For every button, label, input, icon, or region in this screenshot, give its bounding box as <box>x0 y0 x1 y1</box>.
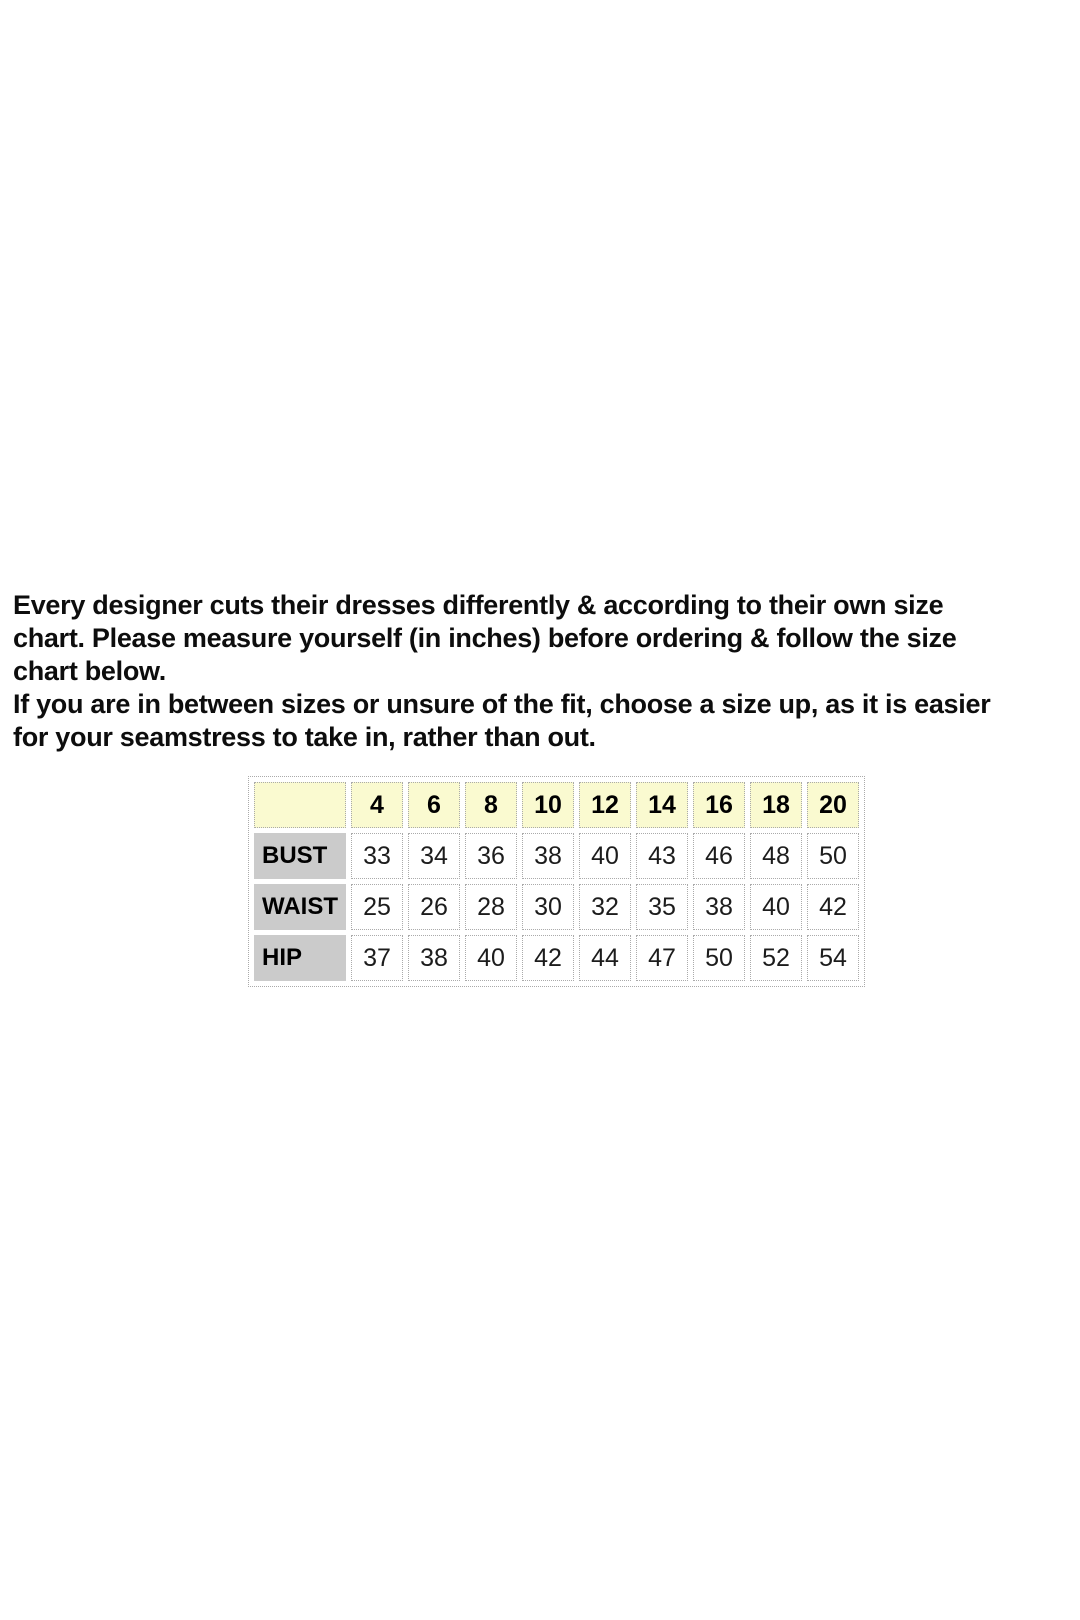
hip-value-size-16: 50 <box>693 935 745 981</box>
bust-value-size-4: 33 <box>351 833 403 879</box>
bust-value-size-20: 50 <box>807 833 859 879</box>
row-label-bust: BUST <box>254 833 346 879</box>
bust-value-size-6: 34 <box>408 833 460 879</box>
hip-value-size-20: 54 <box>807 935 859 981</box>
bust-value-size-14: 43 <box>636 833 688 879</box>
size-header-cell-16: 16 <box>693 782 745 828</box>
size-chart-row-bust: BUST 33 34 36 38 40 43 46 48 50 <box>254 833 859 879</box>
size-chart-row-waist: WAIST 25 26 28 30 32 35 38 40 42 <box>254 884 859 930</box>
hip-value-size-18: 52 <box>750 935 802 981</box>
waist-value-size-16: 38 <box>693 884 745 930</box>
waist-value-size-10: 30 <box>522 884 574 930</box>
waist-value-size-18: 40 <box>750 884 802 930</box>
size-header-cell-20: 20 <box>807 782 859 828</box>
size-header-cell-10: 10 <box>522 782 574 828</box>
row-label-hip: HIP <box>254 935 346 981</box>
hip-value-size-8: 40 <box>465 935 517 981</box>
hip-value-size-6: 38 <box>408 935 460 981</box>
waist-value-size-12: 32 <box>579 884 631 930</box>
waist-value-size-6: 26 <box>408 884 460 930</box>
size-header-cell-12: 12 <box>579 782 631 828</box>
waist-value-size-14: 35 <box>636 884 688 930</box>
intro-paragraph-between-sizes: If you are in between sizes or unsure of… <box>13 689 991 752</box>
size-header-cell-18: 18 <box>750 782 802 828</box>
waist-value-size-8: 28 <box>465 884 517 930</box>
size-chart-body: 4 6 8 10 12 14 16 18 20 BUST 33 34 36 38 40 43 46 48 50 WAI… <box>254 782 859 981</box>
size-chart-header-row: 4 6 8 10 12 14 16 18 20 <box>254 782 859 828</box>
intro-paragraph-measure: Every designer cuts their dresses differ… <box>13 590 957 686</box>
hip-value-size-14: 47 <box>636 935 688 981</box>
size-guide-intro: Every designer cuts their dresses differ… <box>13 589 1073 754</box>
size-header-cell-4: 4 <box>351 782 403 828</box>
bust-value-size-12: 40 <box>579 833 631 879</box>
waist-value-size-4: 25 <box>351 884 403 930</box>
hip-value-size-10: 42 <box>522 935 574 981</box>
size-header-cell-8: 8 <box>465 782 517 828</box>
bust-value-size-8: 36 <box>465 833 517 879</box>
hip-value-size-4: 37 <box>351 935 403 981</box>
size-chart-corner-cell <box>254 782 346 828</box>
bust-value-size-16: 46 <box>693 833 745 879</box>
bust-value-size-10: 38 <box>522 833 574 879</box>
bust-value-size-18: 48 <box>750 833 802 879</box>
size-chart-table: 4 6 8 10 12 14 16 18 20 BUST 33 34 36 38 40 43 46 48 50 WAI… <box>248 776 865 987</box>
size-header-cell-14: 14 <box>636 782 688 828</box>
size-chart-row-hip: HIP 37 38 40 42 44 47 50 52 54 <box>254 935 859 981</box>
waist-value-size-20: 42 <box>807 884 859 930</box>
row-label-waist: WAIST <box>254 884 346 930</box>
size-header-cell-6: 6 <box>408 782 460 828</box>
hip-value-size-12: 44 <box>579 935 631 981</box>
